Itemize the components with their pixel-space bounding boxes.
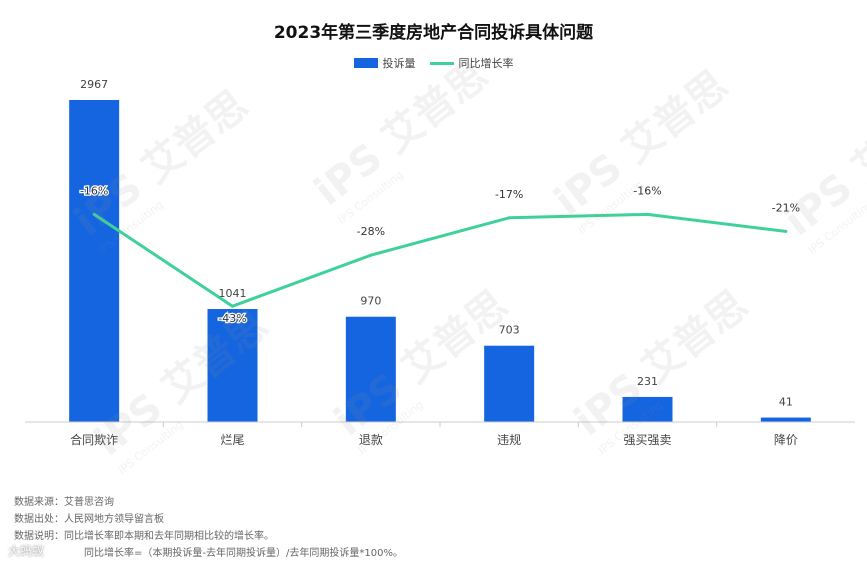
line-point-3	[507, 216, 511, 220]
footer-origin: 数据出处：人民网地方领导留言板	[14, 514, 164, 525]
legend-item-bar[interactable]: 投诉量	[353, 55, 416, 71]
bar-value-label-3: 703	[499, 324, 520, 337]
line-value-label-2: -28%	[357, 225, 385, 238]
bar-value-label-4: 231	[637, 375, 658, 388]
bar-5	[760, 417, 811, 422]
x-tick-label-0: 合同欺诈	[70, 432, 118, 447]
bar-value-label-5: 41	[779, 396, 793, 409]
legend-item-line[interactable]: 同比增长率	[429, 55, 514, 71]
line-value-label-0: -16%	[80, 184, 108, 197]
line-point-5	[784, 229, 788, 233]
line-value-label-5: -21%	[772, 201, 800, 214]
line-point-1	[231, 304, 234, 308]
x-tick-label-5: 降价	[774, 433, 798, 447]
bar-value-label-0: 2967	[80, 78, 108, 91]
legend-line-label: 同比增长率	[458, 57, 514, 70]
bar-1	[207, 309, 258, 422]
chart-title: 2023年第三季度房地产合同投诉具体问题	[273, 23, 594, 43]
x-tick-label-3: 违规	[497, 432, 521, 447]
line-point-0	[92, 212, 96, 216]
bar-value-label-1: 1041	[219, 287, 247, 300]
line-value-label-4: -16%	[633, 184, 661, 197]
line-layer	[92, 212, 788, 308]
labels-layer: 2967 1041 970 703 231 41 -16% -43% -28% -17% -16% -…	[79, 78, 802, 409]
bar-2	[345, 316, 396, 422]
source-tag: 大蚂蚁	[8, 544, 45, 558]
footer-notes: 数据来源：艾普思咨询 数据出处：人民网地方领导留言板 数据说明：同比增长率即本期…	[14, 494, 403, 562]
line-value-label-3: -17%	[495, 188, 523, 201]
bar-4	[622, 396, 673, 422]
x-tick-label-2: 退款	[359, 433, 383, 447]
legend-bar-label: 投诉量	[382, 57, 416, 70]
footer-source: 数据来源：艾普思咨询	[14, 497, 114, 508]
legend-line-swatch	[429, 61, 454, 65]
bars-layer	[69, 100, 811, 422]
bar-0	[69, 100, 120, 422]
line-point-2	[369, 253, 373, 257]
ticks-layer: 合同欺诈 烂尾 退款 违规 强买强卖 降价	[70, 422, 798, 447]
x-tick-label-4: 强买强卖	[623, 433, 671, 447]
x-tick-label-1: 烂尾	[220, 433, 244, 447]
line-value-label-1: -43%	[218, 312, 246, 325]
footer-note: 数据说明：同比增长率即本期和去年同期相比较的增长率。	[14, 531, 274, 542]
legend-bar-swatch	[353, 58, 378, 68]
bar-value-label-2: 970	[360, 295, 381, 308]
footer-formula: 同比增长率=（本期投诉量-去年同期投诉量）/去年同期投诉量*100%。	[84, 548, 403, 559]
line-point-4	[646, 212, 649, 216]
bar-3	[484, 345, 535, 422]
legend: 投诉量 同比增长率	[0, 55, 867, 71]
growth-rate-line	[93, 212, 787, 308]
